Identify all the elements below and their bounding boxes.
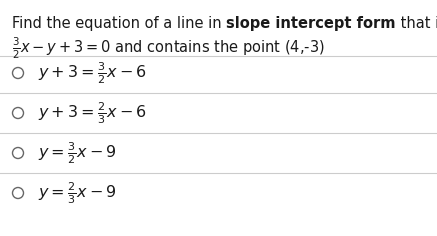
Text: $y + 3 = \frac{2}{3}x - 6$: $y + 3 = \frac{2}{3}x - 6$ — [38, 100, 147, 126]
Text: $y = \frac{3}{2}x - 9$: $y = \frac{3}{2}x - 9$ — [38, 140, 117, 166]
Text: $y = \frac{2}{3}x - 9$: $y = \frac{2}{3}x - 9$ — [38, 180, 117, 206]
Text: $\frac{3}{2}x - y + 3 = 0$ and contains the point (4,-3): $\frac{3}{2}x - y + 3 = 0$ and contains … — [12, 36, 325, 61]
Text: $y + 3 = \frac{3}{2}x - 6$: $y + 3 = \frac{3}{2}x - 6$ — [38, 60, 147, 86]
Text: slope intercept form: slope intercept form — [226, 16, 396, 31]
Text: Find the equation of a line in: Find the equation of a line in — [12, 16, 226, 31]
Text: that is parallel to: that is parallel to — [396, 16, 437, 31]
